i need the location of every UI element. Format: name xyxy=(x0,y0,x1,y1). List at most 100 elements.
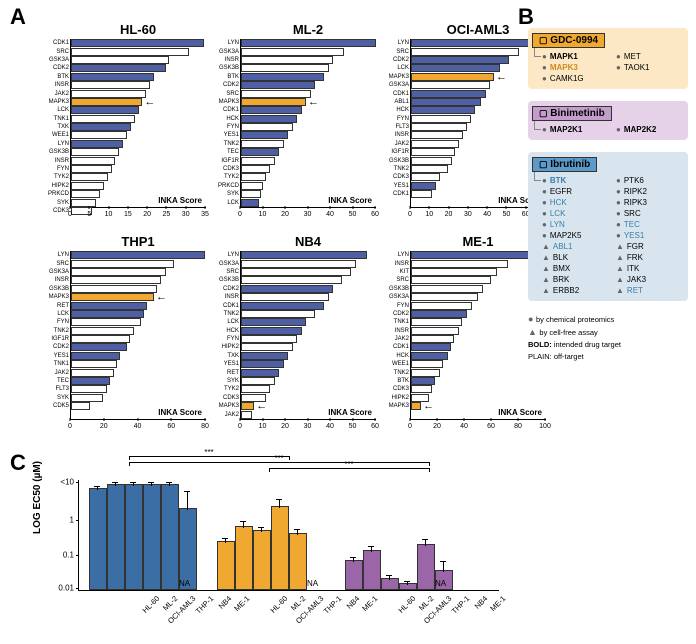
bar xyxy=(411,48,519,56)
drug-target: ●MET xyxy=(616,52,684,61)
bar xyxy=(241,199,259,207)
bar xyxy=(71,369,114,377)
bar-label: SRC xyxy=(29,49,69,55)
bar-label: BTK xyxy=(369,378,409,384)
bar-label: FYN xyxy=(29,166,69,172)
chart-title: ML-2 xyxy=(240,22,376,37)
bar xyxy=(71,56,169,64)
bar xyxy=(411,293,478,301)
bar-label: GSK3B xyxy=(29,286,69,292)
circle-icon: ● xyxy=(616,64,621,72)
x-tick: 0 xyxy=(408,211,412,218)
bar-label: JAK2 xyxy=(29,370,69,376)
bar-label: SYK xyxy=(29,200,69,206)
bar-label: SYK xyxy=(199,378,239,384)
inka-chart: NB4LYNGSK3ASRCGSK3BCDK2INSRCDK1TNK2LCKHC… xyxy=(240,234,376,436)
bar xyxy=(71,131,127,139)
bar-label: FYN xyxy=(199,336,239,342)
bar-label: SRC xyxy=(369,49,409,55)
bar xyxy=(241,115,297,123)
bar-label: INSR xyxy=(199,294,239,300)
inka-chart: HL-60CDK1SRCGSK3ACDK2BTKINSRJAK2MAPK3←LC… xyxy=(70,22,206,224)
triangle-icon: ▲ xyxy=(542,265,550,273)
bar xyxy=(241,285,333,293)
bar xyxy=(411,39,544,47)
bar-label: LYN xyxy=(29,252,69,258)
c-bar xyxy=(271,506,289,590)
bar-label: CDK3 xyxy=(199,166,239,172)
bar xyxy=(411,140,459,148)
bar-label: HIPK2 xyxy=(199,344,239,350)
bar-label: INSR xyxy=(29,158,69,164)
drug-target: ▲RET xyxy=(616,286,684,295)
bar-label: CDK3 xyxy=(199,395,239,401)
x-tick: 60 xyxy=(487,423,495,430)
bar xyxy=(241,377,275,385)
bar xyxy=(241,39,376,47)
bar-label: KIT xyxy=(369,269,409,275)
triangle-icon: ▲ xyxy=(616,276,624,284)
bar-label: TYK2 xyxy=(29,174,69,180)
bar xyxy=(71,394,103,402)
bar xyxy=(241,276,342,284)
bar xyxy=(71,115,135,123)
bar-label: LYN xyxy=(369,252,409,258)
bar-label: CDK2 xyxy=(369,311,409,317)
bar xyxy=(71,39,204,47)
drug-target: ▲BLK xyxy=(542,253,610,262)
bar-label: GSK3A xyxy=(29,269,69,275)
bar-label: CDK2 xyxy=(199,286,239,292)
c-bar xyxy=(417,544,435,590)
circle-icon: ● xyxy=(542,64,547,72)
circle-icon: ● xyxy=(542,199,547,207)
inka-score-label: INKA Score xyxy=(158,196,202,205)
bar xyxy=(411,352,448,360)
bars-area: LYNGSK3ASRCGSK3BCDK2INSRCDK1TNK2LCKHCKFY… xyxy=(240,251,376,420)
inka-chart: THP1LYNSRCGSK3AINSRGSK3BMAPK3←RETLCKFYNT… xyxy=(70,234,206,436)
drug-target: ●RIPK2 xyxy=(616,187,684,196)
x-tick: 40 xyxy=(326,423,334,430)
bar-label: CDK5 xyxy=(29,403,69,409)
drug-target: ●TAOK1 xyxy=(616,63,684,72)
arrow-icon: ← xyxy=(308,99,319,105)
bar xyxy=(241,318,306,326)
bar-label: TNK2 xyxy=(369,166,409,172)
bar xyxy=(411,173,440,181)
bar-label: SRC xyxy=(199,269,239,275)
chart-title: ME-1 xyxy=(410,234,546,249)
bar-label: GSK3B xyxy=(29,149,69,155)
bar xyxy=(71,73,154,81)
drug-target: ●CAMK1G xyxy=(542,74,610,83)
bar xyxy=(71,268,166,276)
x-tick: 20 xyxy=(100,423,108,430)
panel-b-label: B xyxy=(518,4,534,30)
c-bar xyxy=(235,526,253,590)
bar xyxy=(411,251,545,259)
bar-label: INSR xyxy=(369,328,409,334)
bar xyxy=(71,81,150,89)
c-y-tick: 1 xyxy=(30,516,74,525)
arrow-icon: ← xyxy=(144,99,155,105)
bar xyxy=(411,369,440,377)
circle-icon: ● xyxy=(616,53,621,61)
drug-target: ●PTK6 xyxy=(616,176,684,185)
bar-label: LCK xyxy=(29,311,69,317)
x-tick: 10 xyxy=(425,211,433,218)
x-tick: 20 xyxy=(281,423,289,430)
bar-label: TYK2 xyxy=(199,386,239,392)
bar xyxy=(241,251,367,259)
drug-target: ●YES1 xyxy=(616,231,684,240)
bar xyxy=(411,148,455,156)
bar-label: HIPK2 xyxy=(29,183,69,189)
bar-label: CDK2 xyxy=(29,344,69,350)
drug-box: ▢ Binimetinib●MAP2K1●MAP2K2 xyxy=(528,101,688,140)
c-bar xyxy=(363,550,381,590)
bar-label: YES1 xyxy=(199,132,239,138)
circle-icon: ● xyxy=(616,221,621,229)
bar-label: BTK xyxy=(199,74,239,80)
bar-label: SRC xyxy=(29,261,69,267)
bar xyxy=(71,360,117,368)
bar xyxy=(241,411,252,419)
bar-label: HCK xyxy=(199,116,239,122)
bar-label: FLT3 xyxy=(29,386,69,392)
